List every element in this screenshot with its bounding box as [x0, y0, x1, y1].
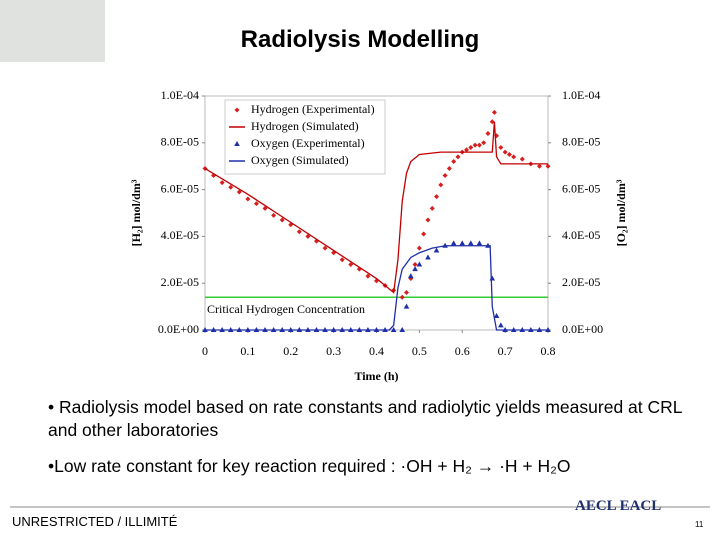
data-point — [498, 322, 504, 328]
y2-tick-label: 2.0E-05 — [562, 275, 600, 289]
data-point — [425, 254, 431, 260]
data-point — [412, 261, 418, 267]
y2-tick-label: 1.0E-04 — [562, 88, 600, 102]
data-point — [296, 229, 302, 235]
slide-title: Radiolysis Modelling — [240, 26, 480, 53]
data-point — [545, 163, 551, 169]
legend-label: Hydrogen (Experimental) — [251, 102, 375, 116]
footer: UNRESTRICTED / ILLIMITÉ — [12, 514, 178, 529]
data-point — [399, 294, 405, 300]
data-point — [403, 303, 410, 309]
data-point — [416, 245, 422, 251]
data-point — [404, 290, 410, 296]
data-point — [245, 196, 251, 202]
data-point — [485, 130, 491, 136]
x-tick-label: 0.7 — [498, 344, 513, 358]
x-tick-label: 0.2 — [283, 344, 298, 358]
data-point — [279, 217, 285, 223]
y-tick-label: 1.0E-04 — [161, 88, 199, 102]
data-point — [459, 240, 466, 246]
bullet: • Radiolysis model based on rate constan… — [48, 397, 682, 440]
logo: AECL EACL — [575, 498, 662, 514]
x-tick-label: 0.3 — [326, 344, 341, 358]
legend-swatch — [234, 107, 240, 113]
y-tick-label: 4.0E-05 — [161, 228, 199, 242]
x-tick-label: 0.5 — [412, 344, 427, 358]
data-point — [506, 152, 512, 157]
data-point — [472, 142, 478, 148]
y-tick-label: 2.0E-05 — [161, 275, 199, 289]
data-point — [271, 212, 277, 218]
data-point — [476, 142, 482, 148]
data-point — [442, 173, 448, 179]
legend-swatch — [234, 141, 240, 146]
corner-decoration — [0, 0, 105, 62]
y2-tick-label: 8.0E-05 — [562, 135, 600, 149]
data-point — [464, 147, 470, 153]
data-point — [476, 240, 483, 246]
data-point — [429, 205, 435, 211]
data-point — [416, 261, 423, 267]
data-point — [455, 154, 461, 160]
series-line — [204, 121, 548, 294]
data-point — [438, 182, 444, 188]
x-tick-label: 0.4 — [369, 344, 384, 358]
data-point — [399, 327, 406, 332]
y2-axis-label: [O₂] mol/dm³ — [614, 179, 628, 246]
data-point — [322, 245, 328, 251]
data-point — [511, 154, 517, 160]
data-point — [451, 159, 457, 165]
data-point — [498, 144, 504, 150]
series-line — [205, 245, 548, 331]
x-tick-label: 0 — [202, 344, 208, 358]
y-tick-label: 6.0E-05 — [161, 181, 199, 195]
data-point — [519, 156, 525, 162]
y-tick-label: 0.0E+00 — [158, 322, 199, 336]
data-point — [536, 163, 542, 169]
legend-label: Hydrogen (Simulated) — [251, 119, 359, 133]
data-point — [425, 217, 431, 223]
data-point — [493, 312, 500, 318]
y-axis-label: [H₂] mol/dm³ — [129, 179, 143, 246]
legend-box — [224, 99, 386, 175]
data-point — [489, 275, 496, 281]
data-point — [339, 257, 345, 263]
data-point — [446, 166, 452, 172]
data-point — [236, 189, 242, 195]
data-point — [468, 144, 474, 150]
page-number: 11 — [695, 520, 704, 529]
data-point — [253, 201, 259, 207]
data-point — [502, 149, 508, 155]
x-tick-label: 0.1 — [240, 344, 255, 358]
data-point — [390, 327, 397, 332]
legend-label: Oxygen (Simulated) — [251, 153, 349, 167]
data-point — [365, 273, 371, 279]
data-point — [228, 184, 234, 190]
bullet: •Low rate constant for key reaction requ… — [48, 456, 571, 476]
x-tick-label: 0.6 — [455, 344, 470, 358]
data-point — [489, 119, 495, 125]
data-point — [434, 194, 440, 200]
data-point — [412, 266, 418, 272]
x-tick-label: 0.8 — [541, 344, 556, 358]
data-point — [450, 240, 457, 246]
data-point — [491, 109, 497, 115]
data-point — [421, 231, 427, 237]
data-point — [408, 273, 414, 279]
chart: 0.0E+00 2.0E-05 4.0E-05 6.0E-05 8.0E-05 1.0E-… — [129, 88, 628, 383]
data-point — [481, 140, 487, 146]
y2-tick-label: 6.0E-05 — [562, 181, 600, 195]
data-point — [468, 240, 474, 246]
y-tick-label: 8.0E-05 — [161, 135, 199, 149]
data-point — [219, 180, 225, 186]
y2-tick-label: 0.0E+00 — [562, 322, 603, 336]
x-axis-label: Time (h) — [354, 369, 398, 383]
data-point — [433, 247, 440, 253]
threshold-label: Critical Hydrogen Concentration — [207, 302, 365, 316]
y2-tick-label: 4.0E-05 — [562, 228, 600, 242]
legend-label: Oxygen (Experimental) — [251, 136, 365, 150]
